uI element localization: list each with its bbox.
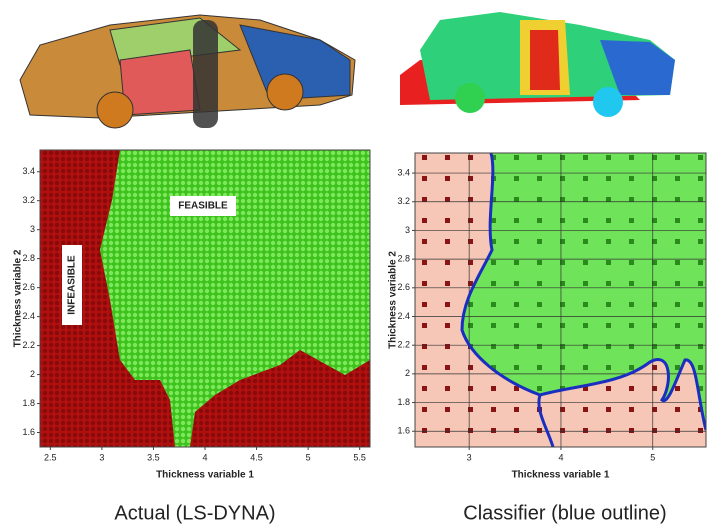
- y-tick-label: 2.4: [397, 311, 410, 321]
- x-tick-label: 4: [202, 452, 207, 462]
- x-tick-label: 3.5: [147, 452, 160, 462]
- y-tick-label: 2: [30, 369, 35, 379]
- y-tick-label: 3.2: [397, 196, 410, 206]
- crash-car-model: [19, 14, 356, 129]
- grid: [415, 153, 706, 447]
- x-tick-label: 4.5: [250, 452, 263, 462]
- y-tick-label: 2.8: [22, 253, 35, 263]
- x-tick-label: 5: [650, 452, 655, 462]
- x-tick-label: 3: [99, 452, 104, 462]
- y-tick-label: 2.2: [397, 340, 410, 350]
- actual-region-map: [39, 149, 371, 448]
- decision-boundary: [460, 153, 706, 447]
- annotation-box: [62, 245, 82, 325]
- classifier-region-map: [415, 153, 706, 447]
- y-tick-label: 2.8: [397, 254, 410, 264]
- y-tick-label: 1.8: [22, 398, 35, 408]
- x-tick-label: 4: [558, 452, 563, 462]
- y-tick-label: 1.8: [397, 397, 410, 407]
- y-tick-label: 2.6: [22, 282, 35, 292]
- y-tick-label: 1.6: [22, 427, 35, 437]
- y-tick-label: 2.6: [397, 282, 410, 292]
- y-axis-label: Thickness variable 2: [388, 251, 399, 349]
- y-tick-label: 2: [405, 368, 410, 378]
- classifier-car-model: [400, 12, 675, 117]
- y-tick-label: 3: [405, 225, 410, 235]
- y-tick-label: 2.2: [22, 340, 35, 350]
- y-tick-label: 2.4: [22, 311, 35, 321]
- x-tick-label: 3: [467, 452, 472, 462]
- caption: Classifier (blue outline): [463, 502, 666, 524]
- x-tick-label: 5.5: [353, 452, 366, 462]
- y-axis-label: Thickness variable 2: [13, 249, 24, 347]
- annotation: INFEASIBLE: [67, 255, 78, 315]
- y-tick-label: 3.2: [22, 195, 35, 205]
- y-tick-label: 3.4: [397, 167, 410, 177]
- annotation-box: [170, 196, 236, 216]
- y-tick-label: 1.6: [397, 426, 410, 436]
- x-axis-label: Thickness variable 1: [512, 470, 610, 481]
- annotation: FEASIBLE: [178, 201, 228, 212]
- caption: Actual (LS-DYNA): [114, 502, 275, 524]
- y-tick-label: 3.4: [22, 166, 35, 176]
- y-tick-label: 3: [30, 224, 35, 234]
- x-tick-label: 5: [306, 452, 311, 462]
- x-axis-label: Thickness variable 1: [156, 470, 254, 481]
- x-tick-label: 2.5: [44, 452, 57, 462]
